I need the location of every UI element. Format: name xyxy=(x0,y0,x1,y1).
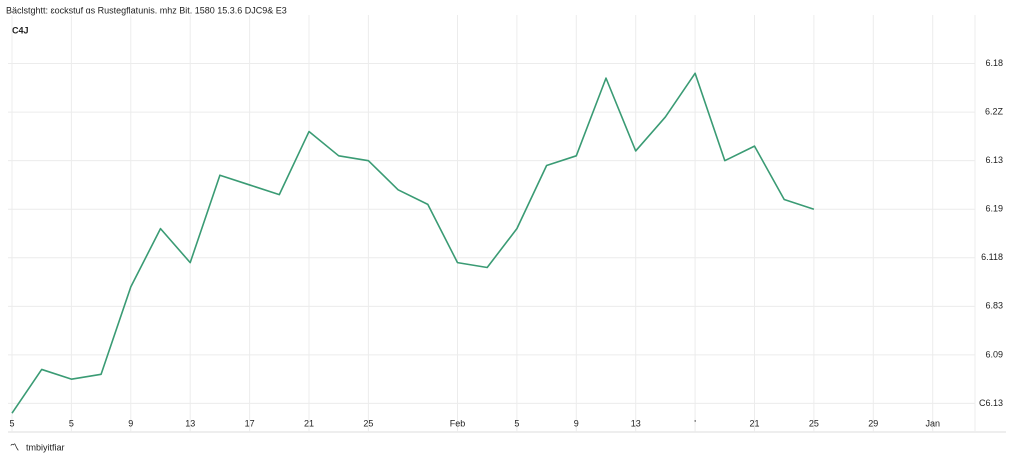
x-tick-label: ' xyxy=(694,418,696,428)
line-series xyxy=(11,72,815,414)
y-tick-label: 6.118 xyxy=(981,252,1003,262)
y-tick-label: C6.13 xyxy=(979,398,1003,408)
y-tick-label: 6.19 xyxy=(985,204,1003,214)
x-tick-label: 29 xyxy=(868,418,878,428)
x-tick-label: 5 xyxy=(514,418,519,428)
y-tick-label: 6.18 xyxy=(985,58,1003,68)
logo: 〽 xyxy=(10,442,19,452)
x-tick-label: Jan xyxy=(925,418,940,428)
y-tick-label: 6.13 xyxy=(985,155,1003,165)
chart-subtitle: C4J xyxy=(12,25,29,35)
x-tick-label: 9 xyxy=(128,418,133,428)
x-tick-label: 17 xyxy=(245,418,255,428)
x-tick-label: 21 xyxy=(749,418,759,428)
y-tick-label: 6.83 xyxy=(985,301,1003,311)
x-tick-label: 9 xyxy=(574,418,579,428)
chart-title: Bäclstghtt: ɛockstuf ɑs Rustegflatunis. … xyxy=(6,5,287,15)
x-tick-label: 25 xyxy=(363,418,373,428)
y-tick-label: 6.09 xyxy=(985,349,1003,359)
x-tick-label: 5 xyxy=(69,418,74,428)
x-tick-label: Feb xyxy=(450,418,466,428)
footer: tmbiyitfiar xyxy=(26,442,65,452)
x-tick-label: 13 xyxy=(185,418,195,428)
x-tick-label: 21 xyxy=(304,418,314,428)
x-tick-label: 5 xyxy=(9,418,14,428)
y-tick-label: 6.2Z xyxy=(985,106,1004,116)
x-tick-label: 25 xyxy=(809,418,819,428)
x-tick-label: 13 xyxy=(631,418,641,428)
